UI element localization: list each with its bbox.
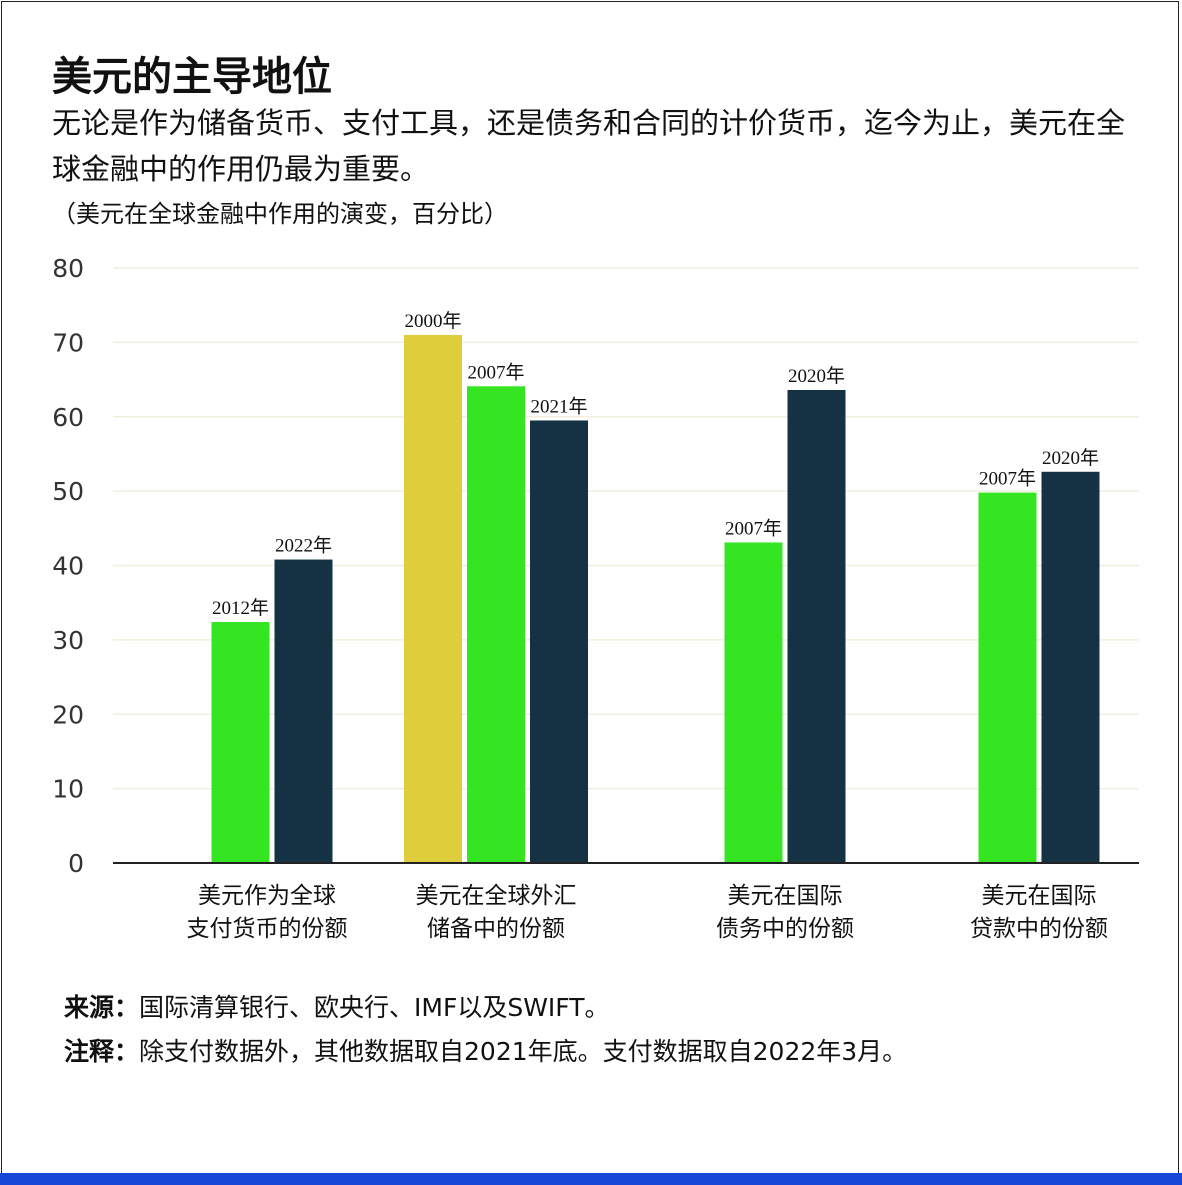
chart-subtitle: 无论是作为储备货币、支付工具，还是债务和合同的计价货币，迄今为止，美元在全球金融… bbox=[52, 106, 1126, 186]
source-label: 来源： bbox=[64, 993, 140, 1022]
category-label: 债务中的份额 bbox=[716, 916, 854, 942]
bar-year-label: 2007年 bbox=[467, 361, 524, 383]
bars bbox=[211, 334, 1100, 863]
bar bbox=[404, 334, 462, 863]
y-tick-label: 80 bbox=[52, 254, 84, 283]
bar-year-label: 2022年 bbox=[275, 535, 332, 557]
category-labels: 美元作为全球支付货币的份额美元在全球外汇储备中的份额美元在国际债务中的份额美元在… bbox=[187, 883, 1109, 942]
bar bbox=[467, 386, 525, 863]
unit-note: （美元在全球金融中作用的演变，百分比） bbox=[52, 200, 508, 228]
bar-year-label: 2020年 bbox=[788, 365, 845, 387]
category-label: 美元在国际 bbox=[728, 883, 843, 909]
note-label: 注释： bbox=[64, 1037, 140, 1066]
bar-year-label: 2000年 bbox=[404, 310, 461, 332]
bar-year-label: 2007年 bbox=[979, 468, 1036, 490]
bar-labels: 2012年 2022年 2000年 2007年 2021年 2007年 2020年 2007年… bbox=[212, 310, 1099, 619]
y-tick-label: 40 bbox=[52, 552, 84, 581]
y-axis-ticks: 0 10 20 30 40 50 60 70 80 bbox=[52, 254, 84, 878]
source-text: 国际清算银行、欧央行、IMF以及SWIFT。 bbox=[139, 993, 610, 1022]
y-tick-label: 20 bbox=[52, 700, 84, 729]
bar bbox=[1041, 471, 1100, 863]
bar-year-label: 2021年 bbox=[530, 395, 587, 417]
bar bbox=[724, 542, 783, 863]
y-tick-label: 0 bbox=[68, 849, 84, 878]
bar bbox=[211, 622, 270, 863]
y-tick-label: 10 bbox=[52, 775, 84, 804]
source-line: 来源：国际清算银行、欧央行、IMF以及SWIFT。 bbox=[64, 988, 610, 1024]
bottom-accent-bar bbox=[0, 1173, 1182, 1185]
category-label: 美元作为全球 bbox=[198, 883, 336, 909]
bar bbox=[274, 559, 333, 863]
category-label: 美元在全球外汇 bbox=[416, 883, 577, 909]
bar bbox=[787, 389, 846, 863]
bar bbox=[978, 492, 1037, 863]
note-line: 注释：除支付数据外，其他数据取自2021年底。支付数据取自2022年3月。 bbox=[64, 1032, 907, 1068]
bar-year-label: 2020年 bbox=[1042, 447, 1099, 469]
bar-year-label: 2007年 bbox=[725, 517, 782, 539]
category-label: 美元在国际 bbox=[982, 883, 1097, 909]
y-tick-label: 30 bbox=[52, 626, 84, 655]
bar-year-label: 2012年 bbox=[212, 597, 269, 619]
note-text: 除支付数据外，其他数据取自2021年底。支付数据取自2022年3月。 bbox=[139, 1037, 908, 1066]
category-label: 储备中的份额 bbox=[427, 916, 565, 942]
chart-title: 美元的主导地位 bbox=[52, 54, 332, 100]
category-label: 贷款中的份额 bbox=[970, 916, 1108, 942]
y-tick-label: 50 bbox=[52, 477, 84, 506]
category-label: 支付货币的份额 bbox=[187, 916, 348, 942]
bar bbox=[530, 420, 588, 863]
y-tick-label: 60 bbox=[52, 403, 84, 432]
y-tick-label: 70 bbox=[52, 328, 84, 357]
